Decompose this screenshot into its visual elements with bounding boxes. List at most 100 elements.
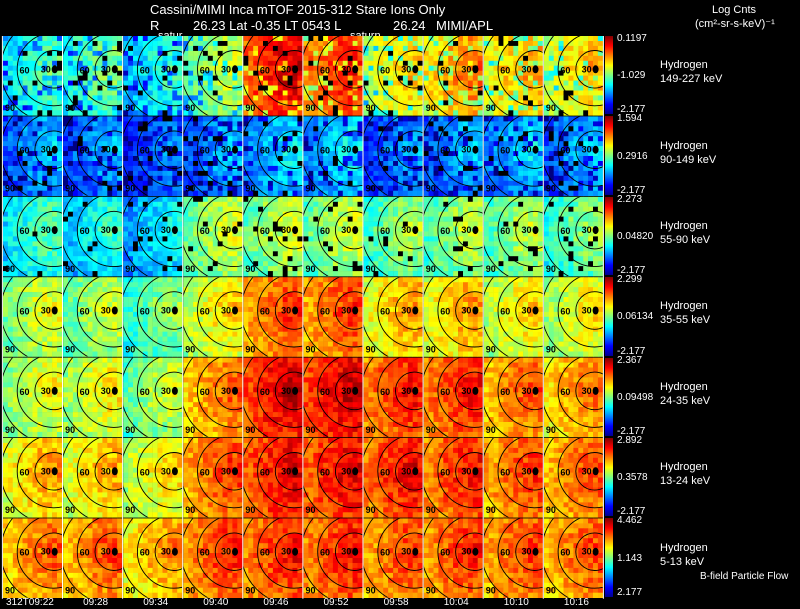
heatmap-cell xyxy=(27,70,33,76)
heatmap-cell xyxy=(227,221,233,227)
heatmap-cell xyxy=(12,60,18,67)
heatmap-cell xyxy=(147,55,153,62)
heatmap-cell xyxy=(123,100,129,106)
heatmap-cell xyxy=(553,105,559,111)
heatmap-cell xyxy=(157,156,163,162)
heatmap-cell xyxy=(313,146,319,152)
heatmap-cell xyxy=(573,185,579,191)
heatmap-cell xyxy=(87,131,93,137)
heatmap-cell xyxy=(128,161,134,167)
heatmap-cell xyxy=(47,261,53,267)
heatmap-cell xyxy=(543,100,550,106)
heatmap-cell xyxy=(147,216,153,222)
heatmap-cell xyxy=(97,271,103,277)
heatmap-cell xyxy=(112,136,118,142)
heatmap-cell xyxy=(548,95,554,101)
heatmap-cell xyxy=(428,131,434,137)
heatmap-cell xyxy=(532,126,539,132)
heatmap-cell xyxy=(583,70,589,76)
heatmap-cell xyxy=(123,105,129,111)
heatmap-cell xyxy=(172,75,178,81)
heatmap-cell xyxy=(198,126,204,132)
heatmap-cell xyxy=(112,90,118,96)
heatmap-cell xyxy=(543,45,550,52)
heatmap-cell xyxy=(423,126,429,132)
heatmap-cell xyxy=(267,146,274,152)
heatmap-cell xyxy=(443,151,449,157)
heatmap-cell xyxy=(237,206,243,212)
heatmap-cell xyxy=(297,75,303,81)
heatmap-cell xyxy=(142,175,148,182)
heatmap-cell xyxy=(428,70,434,76)
heatmap-cell xyxy=(323,146,329,152)
heatmap-cell xyxy=(477,55,483,62)
heatmap-cell xyxy=(82,206,88,212)
heatmap-cell xyxy=(32,45,38,52)
heatmap-cell xyxy=(537,170,543,177)
heatmap-cell xyxy=(97,156,103,162)
heatmap-cell xyxy=(52,261,58,267)
heatmap-cell xyxy=(532,105,539,111)
heatmap-cell xyxy=(32,105,38,111)
heatmap-cell xyxy=(27,136,33,142)
saturn-marker xyxy=(292,65,299,74)
heatmap-cell xyxy=(82,226,88,232)
heatmap-cell xyxy=(258,266,264,272)
heatmap-cell xyxy=(7,141,14,147)
heatmap-cell xyxy=(162,116,168,122)
heatmap-cell xyxy=(463,180,469,187)
heatmap-cell xyxy=(87,266,93,272)
heatmap-cell xyxy=(263,271,269,277)
heatmap-cell xyxy=(443,75,449,81)
heatmap-cell xyxy=(63,116,69,122)
heatmap-cell xyxy=(467,95,474,101)
heatmap-cell xyxy=(498,65,504,71)
heatmap-cell xyxy=(237,190,243,196)
heatmap-cell xyxy=(568,85,574,91)
heatmap-cell xyxy=(27,100,33,106)
heatmap-cell xyxy=(12,105,18,111)
heatmap-cell xyxy=(107,161,113,167)
heatmap-cell xyxy=(493,151,499,157)
heatmap-cell xyxy=(532,80,539,86)
heatmap-cell xyxy=(417,50,423,57)
heatmap-cell xyxy=(222,175,228,182)
heatmap-cell xyxy=(227,156,233,162)
heatmap-cell xyxy=(548,41,554,47)
heatmap-cell xyxy=(253,90,259,96)
heatmap-cell xyxy=(523,100,529,106)
heatmap-cell xyxy=(102,121,108,127)
contour-ring xyxy=(317,36,363,107)
heatmap-cell xyxy=(393,100,399,106)
heatmap-cell xyxy=(188,201,194,208)
heatmap-cell xyxy=(483,151,489,157)
heatmap-cell xyxy=(258,110,264,116)
heatmap-cell xyxy=(593,131,599,137)
heatmap-cell xyxy=(3,121,9,127)
heatmap-cell xyxy=(142,185,148,191)
heatmap-cell xyxy=(157,165,163,172)
heatmap-cell xyxy=(207,85,213,91)
heatmap-cell xyxy=(368,100,374,106)
heatmap-cell xyxy=(188,75,194,81)
heatmap-cell xyxy=(82,266,88,272)
heatmap-cell xyxy=(277,45,283,52)
heatmap-cell xyxy=(17,175,23,182)
colorbar-title: Log Cnts xyxy=(712,4,757,16)
heatmap-cell xyxy=(102,196,108,203)
heatmap-cell xyxy=(237,241,243,247)
heatmap-cell xyxy=(528,95,534,101)
heatmap-cell xyxy=(128,131,134,137)
heatmap-cell xyxy=(267,126,274,132)
heatmap-cell xyxy=(518,170,524,177)
heatmap-cell xyxy=(373,95,379,101)
heatmap-cell xyxy=(508,121,514,127)
heatmap-cell xyxy=(477,121,483,127)
heatmap-cell xyxy=(3,60,9,67)
heatmap-cell xyxy=(477,100,483,106)
heatmap-cell xyxy=(183,110,189,116)
heatmap-cell xyxy=(267,105,274,111)
heatmap-cell xyxy=(117,271,123,277)
heatmap-cell xyxy=(133,50,139,57)
